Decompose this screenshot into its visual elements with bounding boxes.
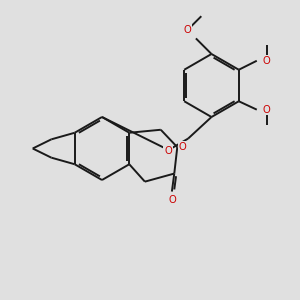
Text: O: O <box>179 142 187 152</box>
Text: O: O <box>168 195 176 205</box>
Text: O: O <box>164 146 172 156</box>
Text: O: O <box>263 105 271 115</box>
Text: O: O <box>263 56 271 66</box>
Text: O: O <box>184 25 191 35</box>
